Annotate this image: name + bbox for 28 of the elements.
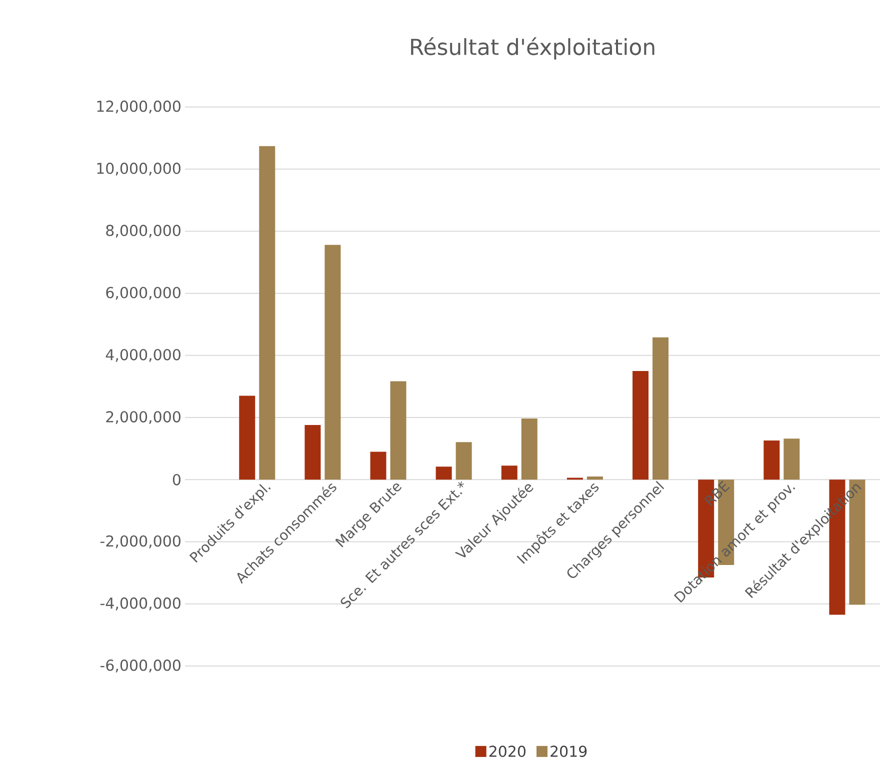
bar — [586, 476, 603, 480]
y-tick-label: 6,000,000 — [106, 286, 180, 300]
y-tick-label: -6,000,000 — [100, 660, 180, 672]
chart-title: Résultat d'éxploitation — [411, 37, 654, 60]
bar — [784, 438, 800, 480]
y-tick-label: 8,000,000 — [106, 224, 180, 238]
bar — [259, 146, 276, 480]
bar — [370, 452, 386, 480]
y-tick-label: 12,000,000 — [97, 100, 180, 114]
y-tick-label: 2,000,000 — [106, 411, 180, 424]
y-tick-label: 0 — [172, 474, 180, 486]
bar — [239, 396, 256, 480]
bar — [652, 337, 669, 480]
bar — [632, 370, 649, 480]
bar — [390, 381, 406, 480]
y-tick-label: -4,000,000 — [100, 597, 180, 610]
y-tick-label: 10,000,000 — [97, 162, 180, 176]
bar — [521, 418, 538, 480]
bar — [436, 466, 452, 480]
y-tick-label: 4,000,000 — [106, 348, 180, 362]
bar — [324, 244, 341, 480]
y-tick-label: -2,000,000 — [100, 535, 180, 548]
bar — [456, 442, 472, 480]
bar — [764, 440, 780, 480]
legend-label: 2019 — [550, 746, 587, 757]
legend-label: 2020 — [489, 746, 526, 757]
bar — [304, 425, 321, 480]
bar — [501, 466, 518, 480]
